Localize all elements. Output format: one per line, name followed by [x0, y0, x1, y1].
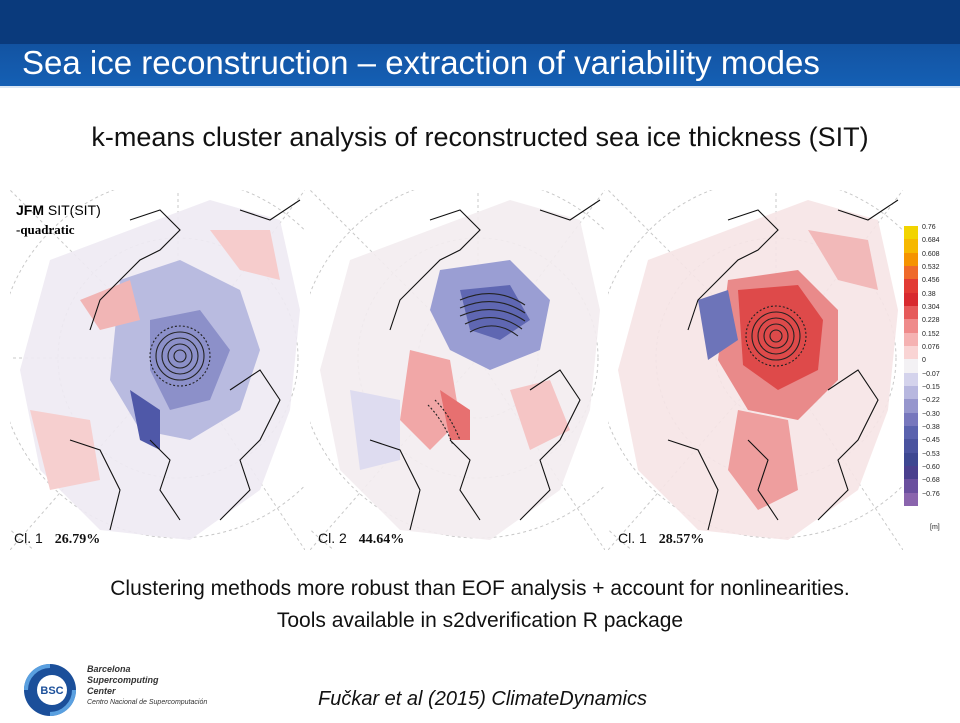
- colorbar-tick-label: −0.53: [922, 450, 940, 458]
- colorbar-tick-label: −0.15: [922, 384, 940, 391]
- colorbar-swatch: [904, 332, 918, 347]
- slide-subtitle: k-means cluster analysis of reconstructe…: [91, 122, 869, 152]
- colorbar-swatch: [904, 279, 918, 294]
- bsc-logo-mark: BSC: [24, 664, 76, 716]
- colorbar-swatch: [904, 386, 918, 400]
- body-line-2: Tools available in s2dverification R pac…: [276, 609, 684, 632]
- colorbar-tick-label: 0.304: [922, 304, 940, 311]
- citation: Fučkar et al (2015) ClimateDynamics: [318, 688, 647, 710]
- cluster-label-1: Cl. 1 26.79%: [14, 530, 101, 547]
- polar-map-1: [10, 190, 305, 550]
- colorbar-tick-label: −0.60: [922, 464, 940, 471]
- colorbar-tick-label: 0.532: [922, 264, 940, 271]
- body-line-1: Clustering methods more robust than EOF …: [110, 577, 850, 600]
- colorbar-swatch: [904, 359, 918, 374]
- colorbar-tick-label: −0.07: [922, 370, 940, 378]
- colorbar-tick-label: 0.684: [922, 237, 940, 245]
- colorbar-tick-label: 0.456: [922, 277, 940, 285]
- colorbar-tick-label: −0.38: [922, 424, 940, 431]
- colorbar-swatch: [904, 426, 918, 440]
- colorbar-tick-label: 0.38: [922, 290, 936, 298]
- colorbar-swatch: [904, 239, 918, 254]
- header-divider: [0, 86, 960, 89]
- colorbar-swatch: [904, 452, 918, 467]
- cluster-map-2: Cl. 2 44.64%: [310, 190, 605, 550]
- colorbar: 0.76 0.684 0.608 0.532 0.456 0.38 0.304 0.228 0.…: [900, 224, 960, 536]
- bsc-logo-text: Barcelona Supercomputing Center Centro N…: [87, 664, 208, 706]
- cluster-map-3: Cl. 1 28.57%: [608, 190, 903, 550]
- colorbar-swatch: [904, 346, 918, 360]
- polar-map-3: [608, 190, 903, 550]
- colorbar-tick-label: −0.76: [922, 490, 940, 498]
- colorbar-unit: [m]: [930, 524, 940, 531]
- colorbar-swatch: [904, 292, 918, 307]
- polar-map-2: [310, 190, 605, 550]
- colorbar-swatch: [904, 306, 918, 320]
- colorbar-swatch: [904, 372, 918, 387]
- bsc-badge-text: BSC: [40, 685, 63, 697]
- colorbar-tick-label: −0.68: [922, 477, 940, 485]
- colorbar-swatch: [904, 226, 918, 240]
- cluster-maps: JFM SIT(SIT) -quadratic Cl. 1 26.79%: [10, 190, 905, 550]
- colorbar-swatch: [904, 439, 918, 454]
- colorbar-tick-label: 0: [922, 357, 926, 365]
- colorbar-swatch: [904, 466, 918, 480]
- cluster-label-3: Cl. 1 28.57%: [618, 530, 705, 547]
- slide-title: Sea ice reconstruction – extraction of v…: [22, 44, 820, 81]
- cluster-map-1: JFM SIT(SIT) -quadratic Cl. 1 26.79%: [10, 190, 305, 550]
- colorbar-tick-label: 0.76: [922, 224, 936, 231]
- colorbar-swatch: [904, 479, 918, 494]
- colorbar-tick-label: 0.228: [922, 317, 940, 325]
- colorbar-tick-label: −0.22: [922, 397, 940, 405]
- detrend-label: -quadratic: [16, 222, 75, 237]
- colorbar-swatch: [904, 266, 918, 280]
- season-label: JFM SIT(SIT): [16, 202, 101, 218]
- cluster-label-2: Cl. 2 44.64%: [318, 530, 405, 547]
- colorbar-swatch: [904, 412, 918, 427]
- colorbar-tick-label: −0.30: [922, 410, 940, 418]
- colorbar-tick-label: 0.152: [922, 330, 940, 338]
- colorbar-swatch: [904, 399, 918, 414]
- colorbar-swatch: [904, 492, 918, 507]
- colorbar-tick-label: 0.608: [922, 250, 940, 258]
- colorbar-tick-label: −0.45: [922, 437, 940, 445]
- colorbar-tick-label: 0.076: [922, 344, 940, 351]
- header-top-strip: [0, 0, 960, 44]
- colorbar-swatch: [904, 319, 918, 334]
- colorbar-swatch: [904, 252, 918, 267]
- bsc-logo: BSC Barcelona Supercomputing Center Cent…: [20, 660, 240, 718]
